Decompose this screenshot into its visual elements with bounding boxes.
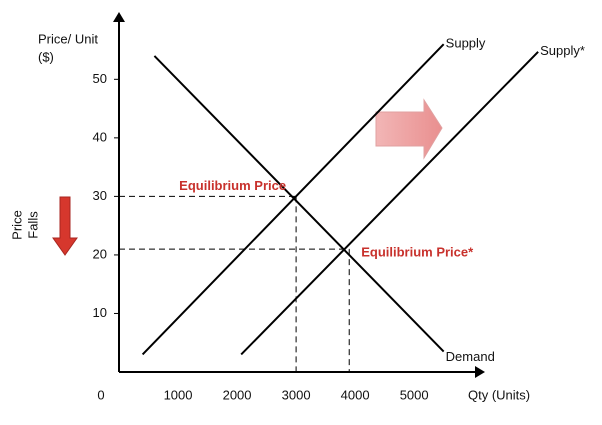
fall-arrow <box>52 196 78 256</box>
y-tick-label: 50 <box>93 71 107 86</box>
y-tick-label: 30 <box>93 188 107 203</box>
x-tick-label: 0 <box>97 387 104 402</box>
y-axis-label: Price/ Unit <box>38 31 98 46</box>
x-axis-label: Qty (Units) <box>468 387 530 402</box>
y-axis-arrow <box>113 12 125 22</box>
x-tick-label: 5000 <box>400 387 429 402</box>
side-note: Price <box>9 210 24 240</box>
curve <box>240 51 539 356</box>
side-note: Falls <box>25 211 40 239</box>
y-tick-label: 20 <box>93 246 107 261</box>
curve-label: Demand <box>446 349 495 364</box>
equilibrium-label: Equilibrium Price* <box>361 245 474 260</box>
curve <box>141 43 445 356</box>
x-axis-arrow <box>475 366 485 378</box>
x-tick-label: 4000 <box>341 387 370 402</box>
y-tick-label: 10 <box>93 305 107 320</box>
y-tick-label: 40 <box>93 129 107 144</box>
curve <box>153 55 445 353</box>
curve-label: Supply* <box>540 43 585 58</box>
shift-arrow <box>375 98 443 160</box>
x-tick-label: 2000 <box>223 387 252 402</box>
x-tick-label: 1000 <box>164 387 193 402</box>
x-tick-label: 3000 <box>282 387 311 402</box>
y-axis-label: ($) <box>38 49 54 64</box>
equilibrium-label: Equilibrium Price <box>179 178 286 193</box>
curve-label: Supply <box>446 36 486 51</box>
